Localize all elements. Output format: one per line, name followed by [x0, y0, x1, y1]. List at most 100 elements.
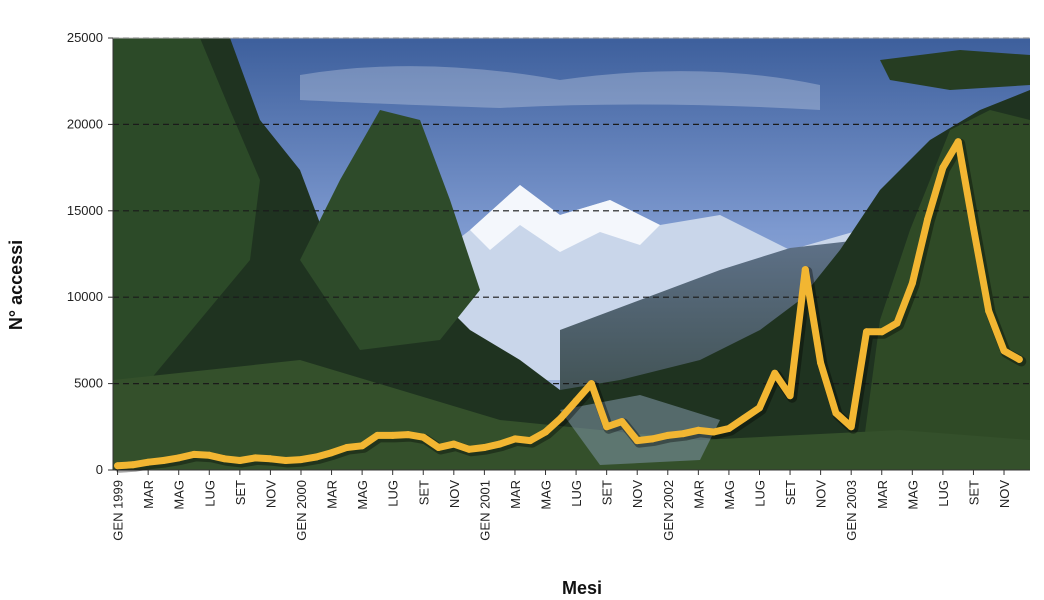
x-tick-label: SET: [783, 480, 798, 505]
x-tick-label: SET: [966, 480, 981, 505]
data-point: [679, 430, 687, 438]
data-point: [175, 454, 183, 462]
data-point: [985, 307, 993, 315]
y-tick-label: 0: [96, 462, 103, 477]
x-tick-label: NOV: [263, 480, 278, 509]
data-point: [832, 409, 840, 417]
x-tick-label: SET: [600, 480, 615, 505]
x-tick-label: LUG: [386, 480, 401, 507]
x-tick-label: MAG: [905, 480, 920, 510]
y-axis-title: N° accessi: [6, 240, 26, 330]
data-point: [542, 428, 549, 436]
data-point: [221, 455, 229, 463]
data-point: [435, 444, 442, 451]
data-point: [618, 418, 626, 426]
data-point: [954, 138, 962, 146]
data-point: [373, 431, 381, 439]
y-tick-label: 25000: [67, 30, 103, 45]
x-tick-label: MAR: [875, 480, 890, 509]
data-point: [526, 437, 534, 445]
data-point: [389, 431, 397, 439]
data-point: [282, 457, 290, 464]
data-point: [786, 392, 794, 400]
x-tick-label: LUG: [569, 480, 584, 507]
x-tick-label: NOV: [814, 480, 829, 509]
data-point: [924, 215, 932, 223]
x-tick-label: SET: [416, 480, 431, 505]
y-axis: 0 5000 10000 15000 20000 25000: [67, 30, 1030, 477]
data-point: [404, 431, 412, 439]
data-point: [297, 456, 305, 464]
data-point: [1015, 355, 1023, 363]
data-point: [205, 451, 213, 459]
x-tick-label: SET: [233, 480, 248, 505]
x-tick-label: NOV: [630, 480, 645, 509]
data-point: [710, 428, 718, 436]
data-point: [847, 423, 855, 431]
data-point: [159, 457, 167, 464]
x-tick-label: MAG: [722, 480, 737, 510]
x-tick-label: MAR: [325, 480, 340, 509]
data-point: [572, 397, 580, 405]
data-point: [893, 319, 901, 327]
x-tick-label: MAG: [172, 480, 187, 510]
data-point: [587, 380, 595, 388]
data-point: [144, 458, 152, 466]
data-point: [756, 404, 763, 412]
data-point: [266, 455, 274, 463]
data-point: [970, 224, 977, 232]
data-point: [1000, 347, 1008, 355]
data-point: [465, 445, 473, 453]
x-tick-label: NOV: [447, 480, 462, 509]
data-point: [771, 369, 779, 377]
data-point: [817, 359, 825, 367]
data-point: [740, 414, 748, 422]
x-tick-label: MAR: [508, 480, 523, 509]
x-tick-label: GEN 2002: [661, 480, 676, 541]
x-tick-label: GEN 2000: [294, 480, 309, 541]
x-tick-label: LUG: [752, 480, 767, 507]
data-point: [328, 449, 336, 457]
x-tick-label: LUG: [936, 480, 951, 507]
data-point: [939, 164, 947, 172]
x-tick-label: MAG: [355, 480, 370, 510]
x-axis: GEN 1999 MAR MAG LUG SET NOV GEN 2000 MAR MAG LUG…: [111, 469, 1030, 541]
background-photo: [113, 38, 1030, 470]
data-point: [863, 328, 870, 336]
data-point: [511, 435, 519, 443]
data-point: [312, 453, 320, 461]
x-tick-label: MAG: [539, 480, 554, 510]
data-point: [419, 433, 427, 441]
x-tick-label: GEN 2003: [844, 480, 859, 541]
x-tick-label: LUG: [202, 480, 217, 507]
data-point: [725, 425, 733, 432]
x-tick-label: MAR: [141, 480, 156, 509]
data-point: [649, 435, 656, 443]
data-point: [694, 426, 702, 434]
x-tick-label: GEN 1999: [111, 480, 126, 541]
y-tick-label: 15000: [67, 203, 103, 218]
data-series: [114, 138, 1027, 473]
data-point: [190, 450, 198, 458]
y-tick-label: 5000: [74, 376, 103, 391]
x-axis-title: Mesi: [562, 578, 602, 598]
data-point: [801, 266, 809, 274]
x-tick-label: NOV: [997, 480, 1012, 509]
data-point: [251, 454, 259, 462]
data-point: [908, 279, 916, 287]
y-tick-label: 20000: [67, 116, 103, 131]
data-point: [878, 328, 886, 336]
data-point: [603, 423, 611, 431]
x-tick-label: MAR: [691, 480, 706, 509]
data-point: [343, 444, 351, 451]
data-point: [129, 461, 137, 469]
data-point: [557, 414, 565, 422]
data-point: [236, 457, 244, 464]
data-point: [114, 462, 122, 470]
data-point: [633, 437, 641, 445]
y-tick-label: 10000: [67, 289, 103, 304]
data-point: [496, 440, 504, 448]
data-point: [358, 442, 366, 450]
data-point: [664, 431, 672, 439]
